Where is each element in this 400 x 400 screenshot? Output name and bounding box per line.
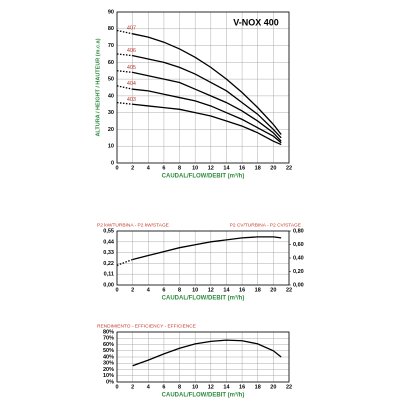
x-tick-label: 4 (147, 287, 151, 293)
x-tick-label: 12 (208, 165, 214, 171)
y-tick-label: 0,22 (103, 261, 114, 267)
curve (116, 70, 133, 74)
y-tick-label: 30% (103, 361, 114, 367)
x-tick-label: 20 (270, 384, 276, 390)
y-tick-label: 50% (103, 348, 114, 354)
y-tick-label: 60 (108, 60, 114, 66)
x-tick-label: 8 (178, 384, 181, 390)
x-tick-label: 16 (239, 165, 245, 171)
x-tick-label: 6 (162, 287, 165, 293)
curve (132, 103, 282, 146)
plot-frame (116, 230, 290, 286)
x-tick-label: 8 (178, 165, 181, 171)
y-tick-label: 40 (108, 93, 114, 99)
x-tick-label: 4 (147, 384, 151, 390)
x-axis-label: CAUDAL/FLOW/DEBIT (m³/h) (162, 392, 245, 399)
x-tick-label: 2 (131, 287, 134, 293)
y2-tick-label: 0,40 (293, 255, 304, 261)
series-label: 403 (127, 97, 136, 103)
x-tick-label: 18 (255, 165, 261, 171)
chart-title: V-NOX 400 (233, 17, 279, 27)
x-tick-label: 12 (208, 287, 214, 293)
series-label: 404 (127, 81, 136, 87)
x-tick-label: 4 (147, 165, 151, 171)
x-tick-label: 6 (162, 165, 165, 171)
y-tick-label: 0,00 (103, 282, 114, 288)
x-tick-label: 22 (286, 165, 292, 171)
curve (116, 258, 133, 266)
y-tick-label: 10 (108, 144, 114, 150)
y-tick-label: 0,33 (103, 250, 114, 256)
y-axis-label: ALTURA / HEIGHT / HAUTEUR (m.c.a) (95, 38, 101, 136)
series-label: 406 (127, 48, 136, 54)
y2-tick-label: 0,80 (293, 228, 304, 234)
y-axis-label: RENDIMIENTO - EFFICIENCY - EFFICIENCE (97, 323, 196, 329)
y-tick-label: 50 (108, 77, 114, 83)
y-tick-label: 40% (103, 354, 114, 360)
curve (132, 339, 282, 367)
x-tick-label: 10 (192, 165, 198, 171)
y-tick-label: 0,11 (104, 272, 114, 278)
y-tick-label: 70 (108, 43, 114, 49)
x-tick-label: 2 (131, 384, 134, 390)
y-tick-label: 60% (103, 342, 114, 348)
y-tick-label: 70% (103, 336, 114, 342)
y-tick-label: 20% (103, 367, 114, 373)
curve (132, 71, 282, 142)
y-tick-label: 90 (108, 9, 114, 15)
x-tick-label: 20 (270, 287, 276, 293)
plot-frame (116, 11, 290, 164)
curve (132, 33, 282, 135)
y-tick-label: 80% (103, 329, 114, 335)
y-tick-label: 30 (108, 110, 114, 116)
x-tick-label: 12 (208, 384, 214, 390)
x-tick-label: 10 (192, 287, 198, 293)
x-tick-label: 16 (239, 384, 245, 390)
curve (132, 236, 282, 261)
y2-tick-label: 0,60 (293, 242, 304, 248)
y2-tick-label: 0,20 (293, 269, 304, 275)
plot-frame (116, 331, 290, 383)
curve (116, 53, 133, 57)
y2-axis-label: P2 CV/TURBINA - P2 CV/STAGE (230, 222, 301, 228)
series-label: 407 (127, 26, 136, 32)
curve (116, 85, 133, 90)
curve (132, 54, 282, 139)
y-tick-label: 0,55 (103, 228, 114, 234)
x-tick-label: 14 (223, 384, 230, 390)
y2-tick-label: 0,00 (293, 282, 304, 288)
x-tick-label: 14 (223, 165, 230, 171)
y-tick-label: 0 (111, 160, 114, 166)
x-axis-label: CAUDAL/FLOW/DEBIT (m³/h) (162, 173, 245, 180)
x-tick-label: 0 (115, 287, 118, 293)
curve (132, 88, 282, 144)
x-tick-label: 16 (239, 287, 245, 293)
x-tick-label: 10 (192, 384, 198, 390)
x-tick-label: 20 (270, 165, 276, 171)
curve (116, 101, 133, 105)
y-tick-label: 20 (108, 127, 114, 133)
x-tick-label: 0 (115, 384, 118, 390)
y-tick-label: 10% (103, 373, 114, 379)
x-tick-label: 22 (286, 384, 292, 390)
x-tick-label: 18 (255, 287, 261, 293)
x-tick-label: 0 (115, 165, 118, 171)
x-tick-label: 8 (178, 287, 181, 293)
x-tick-label: 6 (162, 384, 165, 390)
x-axis-label: CAUDAL/FLOW/DEBIT (m³/h) (162, 295, 245, 302)
y-tick-label: 0,44 (103, 239, 115, 245)
y-tick-label: 0% (106, 379, 114, 385)
y-axis-label: P2 kW/TURBINA - P2 kW/STAGE (97, 222, 169, 228)
x-tick-label: 2 (131, 165, 134, 171)
x-tick-label: 18 (255, 384, 261, 390)
curve (116, 29, 133, 35)
x-tick-label: 14 (223, 287, 230, 293)
series-label: 405 (127, 65, 136, 71)
x-tick-label: 22 (286, 287, 292, 293)
y-tick-label: 80 (108, 26, 114, 32)
